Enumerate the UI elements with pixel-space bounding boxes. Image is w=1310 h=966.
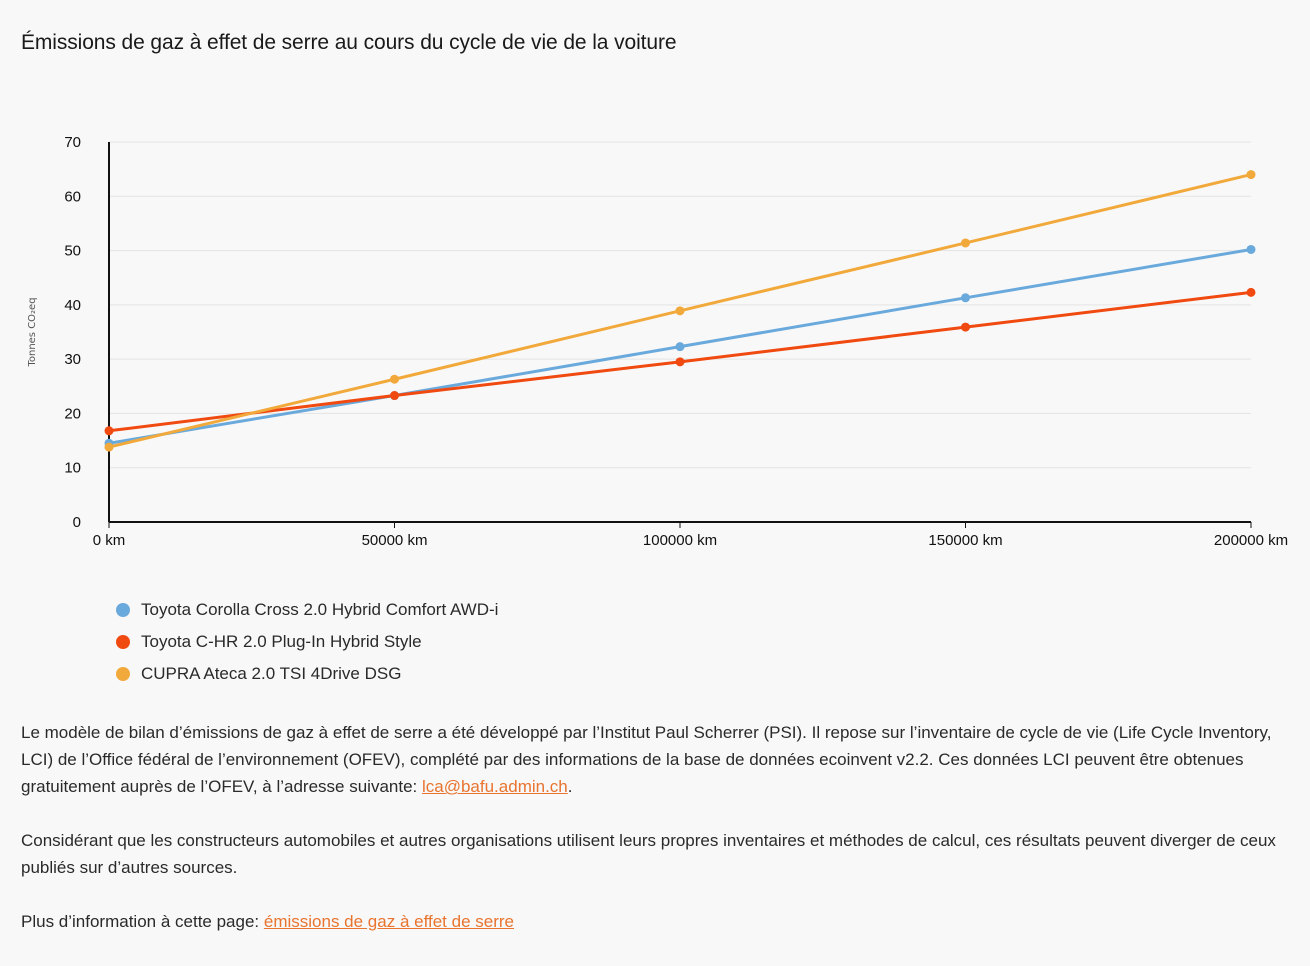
data-point xyxy=(390,374,399,384)
data-point xyxy=(961,293,970,303)
y-axis-title: Tonnes CO₂eq xyxy=(27,297,38,367)
y-tick-label: 50 xyxy=(64,243,81,260)
grid-layer xyxy=(109,141,1251,469)
data-point xyxy=(104,442,114,452)
data-point xyxy=(961,238,970,248)
legend-marker-icon xyxy=(116,603,130,617)
data-point xyxy=(104,426,114,436)
legend-marker-icon xyxy=(116,635,130,649)
data-point xyxy=(1246,170,1256,180)
y-tick-label: 0 xyxy=(73,514,81,531)
y-tick-label: 60 xyxy=(64,188,81,205)
more-info-paragraph: Plus d’information à cette page: émissio… xyxy=(21,908,1286,935)
disclaimer-paragraph: Considérant que les constructeurs automo… xyxy=(21,831,1276,877)
y-tick-label: 40 xyxy=(64,297,81,314)
y-tick-label: 20 xyxy=(64,405,81,422)
x-tick-label: 150000 km xyxy=(928,532,1002,549)
data-point xyxy=(675,306,685,316)
legend-item[interactable]: Toyota C-HR 2.0 Plug-In Hybrid Style xyxy=(116,626,498,658)
chart-title: Émissions de gaz à effet de serre au cou… xyxy=(21,31,677,54)
more-info-text: Plus d’information à cette page: xyxy=(21,912,264,931)
label-layer: 0 10 20 30 40 50 60 70 0 km 50000 km 100000 km 1500… xyxy=(27,134,1288,549)
legend-label: Toyota C-HR 2.0 Plug-In Hybrid Style xyxy=(141,632,422,651)
data-point xyxy=(1246,287,1256,297)
legend-marker-icon xyxy=(116,667,130,681)
more-info-link[interactable]: émissions de gaz à effet de serre xyxy=(263,912,514,931)
series-layer xyxy=(104,170,1256,452)
legend-item[interactable]: Toyota Corolla Cross 2.0 Hybrid Comfort … xyxy=(116,594,498,626)
data-point xyxy=(675,357,685,367)
methodology-end: . xyxy=(567,777,573,796)
data-point xyxy=(961,322,970,332)
email-link[interactable]: lca@bafu.admin.ch xyxy=(421,777,568,796)
data-point xyxy=(390,391,399,401)
data-point xyxy=(675,342,685,352)
legend-label: CUPRA Ateca 2.0 TSI 4Drive DSG xyxy=(141,664,402,683)
data-point xyxy=(1246,244,1256,254)
methodology-text: Le modèle de bilan d’émissions de gaz à … xyxy=(21,723,1272,796)
legend-item[interactable]: CUPRA Ateca 2.0 TSI 4Drive DSG xyxy=(116,658,498,690)
x-tick-label: 200000 km xyxy=(1214,532,1288,549)
x-tick-label: 100000 km xyxy=(643,532,717,549)
line-chart: 0 10 20 30 40 50 60 70 0 km 50000 km 100000 km 1500… xyxy=(27,134,1288,549)
chart-legend: Toyota Corolla Cross 2.0 Hybrid Comfort … xyxy=(116,594,498,690)
x-tick-label: 50000 km xyxy=(362,532,428,549)
y-tick-label: 10 xyxy=(64,460,81,477)
methodology-paragraph: Le modèle de bilan d’émissions de gaz à … xyxy=(21,719,1286,800)
y-tick-label: 30 xyxy=(64,351,81,368)
y-tick-label: 70 xyxy=(64,134,81,151)
axis-layer xyxy=(108,142,1252,528)
legend-label: Toyota Corolla Cross 2.0 Hybrid Comfort … xyxy=(141,600,499,619)
x-tick-label: 0 km xyxy=(93,532,126,549)
